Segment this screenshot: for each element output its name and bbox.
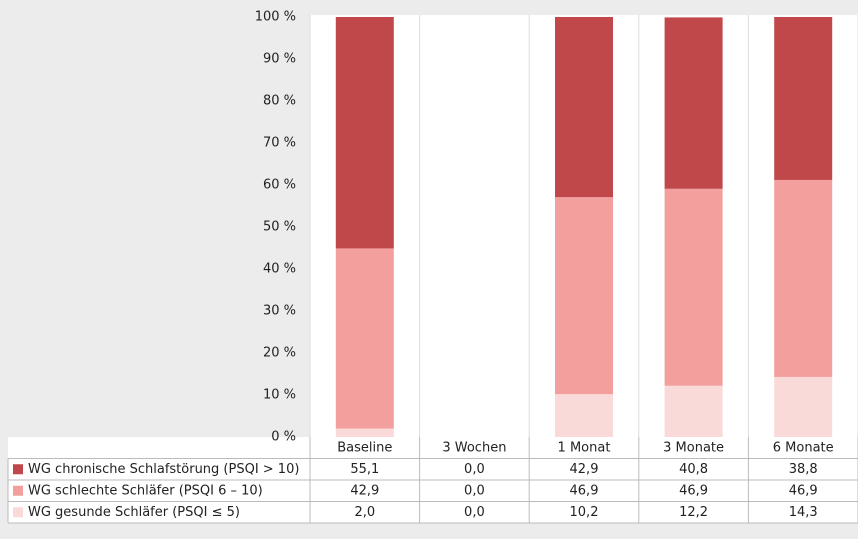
- bar-segment: [664, 17, 723, 189]
- table-value: 55,1: [350, 462, 379, 477]
- y-tick-label: 20 %: [263, 346, 296, 361]
- bar-segment: [774, 376, 833, 437]
- y-tick-label: 10 %: [263, 388, 296, 403]
- bar-segment: [335, 428, 394, 437]
- x-tick-label: 1 Monat: [558, 440, 611, 455]
- y-tick-label: 0 %: [271, 430, 296, 445]
- table-value: 12,2: [679, 505, 708, 520]
- y-tick-label: 90 %: [263, 52, 296, 67]
- x-tick-label: Baseline: [337, 440, 392, 455]
- legend-swatch: [13, 485, 23, 496]
- bar-segment: [555, 394, 613, 437]
- bar-segment: [774, 17, 833, 180]
- bar-segment: [335, 17, 394, 249]
- bar-segment: [664, 385, 723, 437]
- table-value: 42,9: [570, 462, 599, 477]
- legend-label: WG chronische Schlafstörung (PSQI > 10): [28, 462, 299, 477]
- table-value: 46,9: [570, 483, 599, 498]
- y-tick-label: 80 %: [263, 94, 296, 109]
- legend-label: WG schlechte Schläfer (PSQI 6 – 10): [28, 483, 263, 498]
- table-value: 0,0: [464, 462, 485, 477]
- bar-segment: [664, 188, 723, 386]
- y-tick-label: 50 %: [263, 220, 296, 235]
- table-value: 2,0: [354, 505, 375, 520]
- x-tick-label: 3 Monate: [663, 440, 724, 455]
- table-value: 42,9: [350, 483, 379, 498]
- y-tick-label: 100 %: [255, 10, 296, 25]
- y-tick-label: 40 %: [263, 262, 296, 277]
- x-tick-label: 3 Wochen: [442, 440, 506, 455]
- x-tick-label: 6 Monate: [773, 440, 834, 455]
- bar-segment: [774, 179, 833, 377]
- table-value: 40,8: [679, 462, 708, 477]
- legend-swatch: [13, 464, 23, 475]
- table-value: 46,9: [789, 483, 818, 498]
- y-tick-label: 70 %: [263, 136, 296, 151]
- bar-segment: [555, 17, 613, 198]
- bar-segment: [335, 248, 394, 429]
- table-value: 46,9: [679, 483, 708, 498]
- table-value: 38,8: [789, 462, 818, 477]
- y-tick-label: 30 %: [263, 304, 296, 319]
- bar-segment: [555, 197, 613, 395]
- legend-label: WG gesunde Schläfer (PSQI ≤ 5): [28, 505, 240, 520]
- table-value: 0,0: [464, 505, 485, 520]
- table-value: 0,0: [464, 483, 485, 498]
- table-value: 10,2: [570, 505, 599, 520]
- y-tick-label: 60 %: [263, 178, 296, 193]
- legend-swatch: [13, 507, 23, 518]
- table-value: 14,3: [789, 505, 818, 520]
